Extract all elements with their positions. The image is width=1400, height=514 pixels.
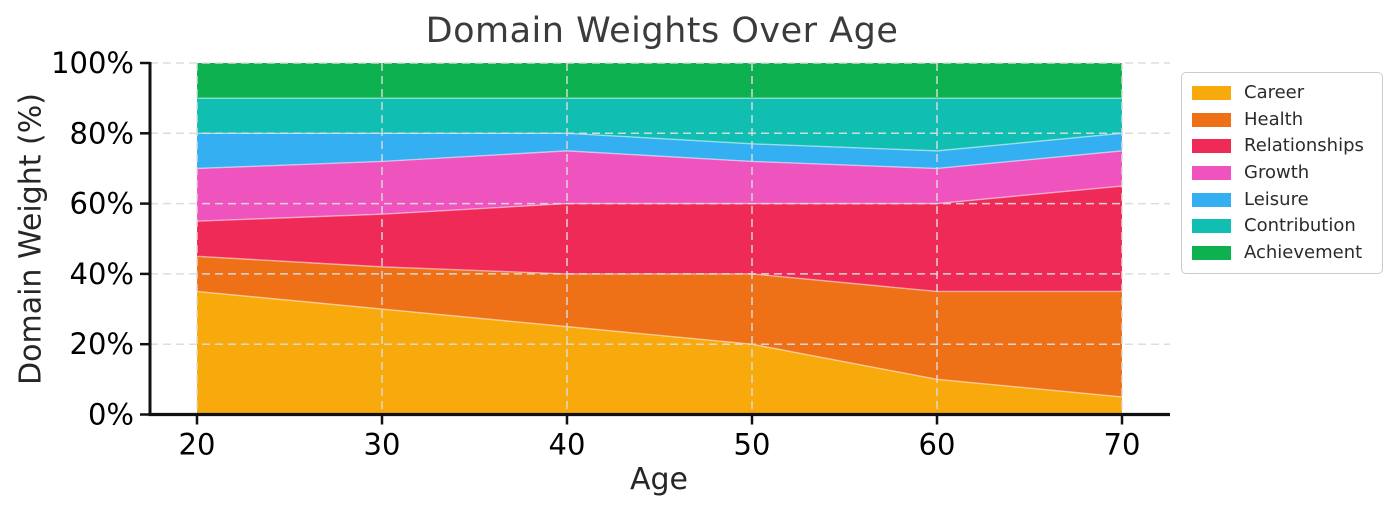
area-leisure: [197, 133, 1122, 169]
y-tick-label: 40%: [70, 257, 134, 291]
y-tick-label: 80%: [70, 116, 134, 150]
legend-label: Health: [1244, 108, 1304, 130]
area-health: [197, 256, 1122, 397]
legend-item-growth: Growth: [1192, 160, 1372, 187]
legend-label: Growth: [1244, 162, 1310, 184]
series-boundary: [196, 150, 1123, 170]
y-tick-label: 20%: [70, 327, 134, 361]
area-contribution: [197, 98, 1122, 151]
area-achievement: [197, 63, 1122, 99]
y-tick-label: 60%: [70, 187, 134, 221]
x-tick-label: 40: [549, 428, 586, 462]
x-tick-label: 30: [364, 428, 401, 462]
legend-label: Career: [1244, 82, 1305, 104]
legend-swatch-icon: [1192, 86, 1231, 101]
legend-swatch-icon: [1192, 219, 1231, 234]
legend: Career Health Relationships Growth Leisure Co…: [1181, 72, 1383, 275]
legend-item-health: Health: [1192, 107, 1372, 134]
y-axis-label: Domain Weight (%): [13, 93, 49, 385]
legend-item-leisure: Leisure: [1192, 186, 1372, 213]
legend-item-contribution: Contribution: [1192, 213, 1372, 240]
series-boundary: [196, 290, 1123, 398]
legend-item-career: Career: [1192, 80, 1372, 107]
y-tick-label: 100%: [51, 46, 134, 80]
legend-swatch-icon: [1192, 192, 1231, 207]
chart-title: Domain Weights Over Age: [425, 11, 899, 51]
gridlines: [150, 62, 1170, 415]
legend-swatch-icon: [1192, 166, 1231, 181]
x-axis-label: Age: [629, 462, 689, 497]
legend-label: Relationships: [1244, 135, 1364, 157]
legend-item-relationships: Relationships: [1192, 133, 1372, 160]
x-tick-label: 50: [734, 428, 771, 462]
y-tick-label: 0%: [88, 398, 134, 432]
legend-label: Leisure: [1244, 188, 1309, 210]
x-tick-label: 20: [179, 428, 216, 462]
legend-swatch-icon: [1192, 245, 1231, 260]
legend-swatch-icon: [1192, 112, 1231, 127]
legend-item-achievement: Achievement: [1192, 240, 1372, 267]
legend-swatch-icon: [1192, 139, 1231, 154]
x-tick-label: 60: [919, 428, 956, 462]
area-career: [197, 291, 1122, 415]
legend-label: Achievement: [1244, 241, 1363, 263]
legend-label: Contribution: [1244, 215, 1356, 237]
area-relationships: [197, 186, 1122, 292]
x-tick-label: 70: [1104, 428, 1141, 462]
